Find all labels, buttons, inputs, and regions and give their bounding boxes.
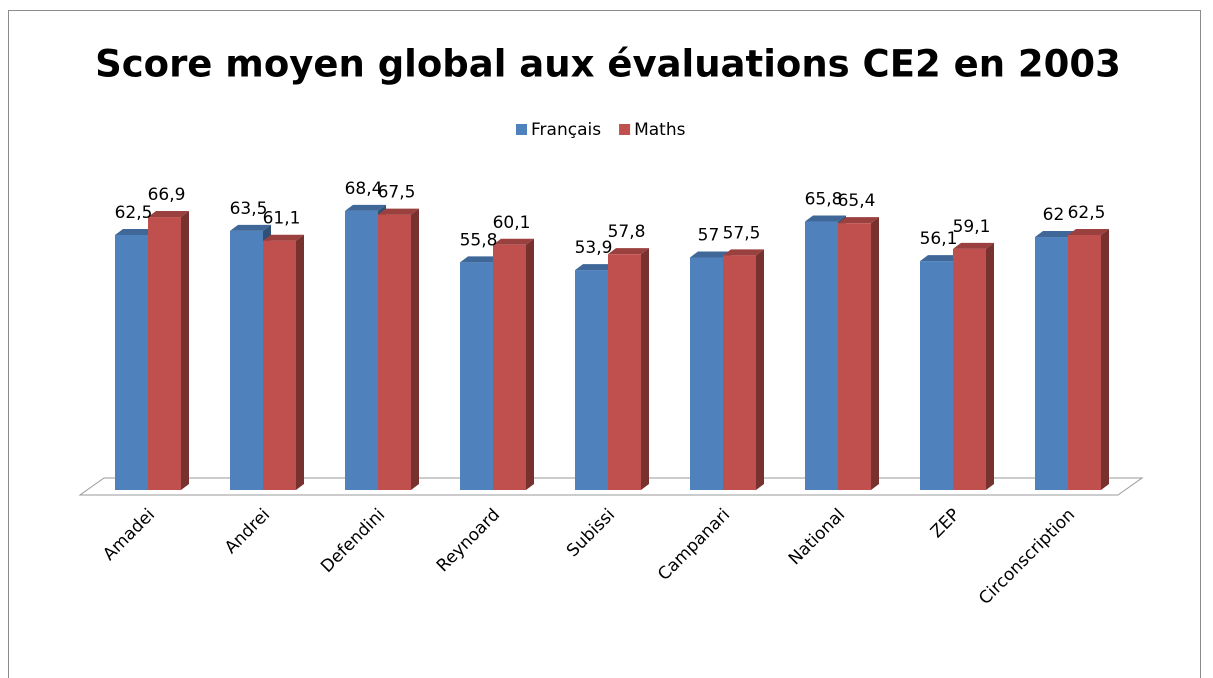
data-label: 59,1	[953, 217, 991, 237]
bar-top	[378, 208, 419, 215]
bar-top	[1068, 229, 1109, 235]
bar-top	[723, 249, 764, 256]
bar-side	[296, 234, 304, 490]
bar	[920, 261, 953, 490]
bar-top	[608, 248, 649, 255]
data-label: 62,5	[1068, 203, 1106, 223]
bar	[230, 230, 263, 491]
data-label: 62	[1043, 205, 1065, 225]
bar	[575, 270, 608, 490]
bar	[460, 262, 493, 490]
bar	[148, 217, 181, 490]
bar-side	[181, 211, 189, 490]
bar-top	[345, 204, 386, 211]
bar-top	[148, 211, 189, 218]
legend-swatch	[516, 124, 527, 135]
data-label: 57	[698, 225, 720, 245]
bar	[953, 248, 986, 490]
bar	[493, 244, 526, 490]
bar-side	[641, 248, 649, 490]
bar-top	[575, 264, 616, 271]
bar-top	[690, 251, 731, 258]
data-label: 53,9	[575, 238, 613, 258]
data-label: 63,5	[230, 199, 268, 219]
bar-top	[1035, 231, 1076, 238]
data-label: 57,8	[608, 222, 646, 242]
data-label: 62,5	[115, 203, 153, 223]
data-label: 65,8	[805, 190, 843, 210]
data-label: 61,1	[263, 209, 301, 229]
legend-swatch	[619, 124, 631, 135]
bar-top	[460, 256, 501, 263]
bar-top	[953, 242, 994, 249]
legend-label: Français	[531, 120, 601, 140]
bar	[838, 223, 871, 490]
bar	[723, 255, 756, 490]
bar-side	[871, 217, 879, 490]
bar-top	[838, 217, 879, 224]
bar	[263, 240, 296, 490]
bar-top	[493, 238, 534, 245]
bar-top	[263, 234, 304, 241]
data-label: 66,9	[148, 185, 186, 205]
data-label: 57,5	[723, 223, 761, 243]
data-label: 65,4	[838, 191, 876, 211]
bar-top	[805, 215, 846, 222]
data-label: 68,4	[345, 179, 383, 199]
bar	[345, 210, 378, 491]
bar	[115, 235, 148, 490]
data-label: 56,1	[920, 229, 958, 249]
bar-side	[756, 249, 764, 490]
bar	[805, 221, 838, 490]
bar	[608, 254, 641, 490]
bar-side	[411, 208, 419, 490]
bar-top	[115, 229, 156, 235]
legend-label: Maths	[634, 120, 686, 140]
bar	[378, 214, 411, 490]
bar-side	[526, 238, 534, 490]
bar-side	[986, 242, 994, 490]
bar	[1035, 237, 1068, 490]
chart-title: Score moyen global aux évaluations CE2 e…	[95, 43, 1121, 86]
bar-top	[920, 255, 961, 262]
bar	[1068, 235, 1101, 490]
bar-side	[1101, 229, 1109, 490]
data-label: 55,8	[460, 230, 498, 250]
bar-top	[230, 224, 271, 231]
bar	[690, 257, 723, 490]
data-label: 60,1	[493, 213, 531, 233]
data-label: 67,5	[378, 183, 416, 203]
